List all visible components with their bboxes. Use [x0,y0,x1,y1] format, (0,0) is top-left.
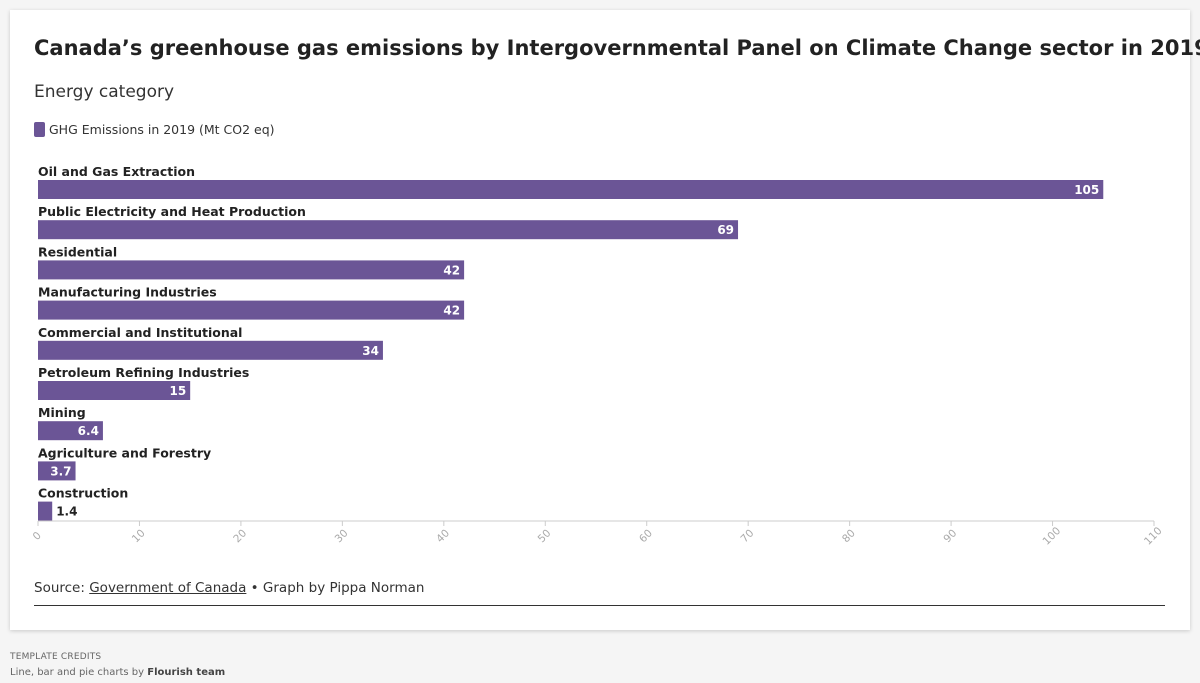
chart-title: Canada’s greenhouse gas emissions by Int… [34,36,1200,60]
x-tick-label: 110 [1142,525,1165,548]
data-label: 3.7 [50,464,71,478]
bar [38,220,739,240]
x-tick-label: 60 [637,527,655,545]
category-label: Commercial and Institutional [38,325,242,340]
category-label: Residential [38,244,117,259]
data-label: 105 [1074,183,1099,197]
legend-label: GHG Emissions in 2019 (Mt CO2 eq) [49,122,275,137]
category-label: Mining [38,405,86,420]
legend-swatch [34,122,45,137]
data-label: 1.4 [56,505,77,519]
bar [38,260,465,280]
template-credits: Template credits Line, bar and pie chart… [10,650,225,680]
x-tick-label: 10 [130,527,148,545]
bar [38,501,53,521]
source-link[interactable]: Government of Canada [89,580,247,596]
category-label: Petroleum Refining Industries [38,365,249,380]
source-prefix: Source: [34,580,90,596]
data-label: 34 [362,344,379,358]
source-suffix: • Graph by Pippa Norman [246,580,425,596]
source-footer: Source: Government of Canada • Graph by … [34,580,1165,606]
credits-heading: Template credits [10,652,102,662]
bar [38,421,103,441]
bar-chart: Oil and Gas Extraction 105 Public Electric… [31,164,1165,548]
category-label: Oil and Gas Extraction [38,164,195,179]
x-tick-label: 90 [941,527,959,545]
x-tick-label: 40 [434,527,452,545]
category-label: Public Electricity and Heat Production [38,204,306,219]
bar [38,461,76,481]
x-tick-label: 70 [739,527,757,545]
data-label: 42 [443,263,460,277]
category-label: Manufacturing Industries [38,285,217,300]
x-tick-label: 30 [333,527,351,545]
bar [38,340,383,360]
data-label: 6.4 [78,424,99,438]
x-tick-label: 0 [31,530,44,543]
x-tick-label: 80 [840,527,858,545]
x-tick-label: 20 [231,527,249,545]
category-label: Agriculture and Forestry [38,445,211,460]
data-label: 42 [443,304,460,318]
legend[interactable]: GHG Emissions in 2019 (Mt CO2 eq) [34,122,275,137]
chart-card: Canada’s greenhouse gas emissions by Int… [10,10,1200,630]
data-label: 69 [717,223,734,237]
x-tick-label: 100 [1041,525,1064,548]
credits-author[interactable]: Flourish team [147,667,226,678]
bar [38,381,191,400]
bar [38,300,465,320]
credits-text: Line, bar and pie charts by [10,667,148,678]
bar [38,180,1104,199]
credits-line: Line, bar and pie charts by Flourish tea… [10,665,225,680]
data-label: 15 [169,384,186,398]
category-label: Construction [38,486,128,501]
x-tick-label: 50 [536,527,554,545]
chart-subtitle: Energy category [34,82,175,102]
